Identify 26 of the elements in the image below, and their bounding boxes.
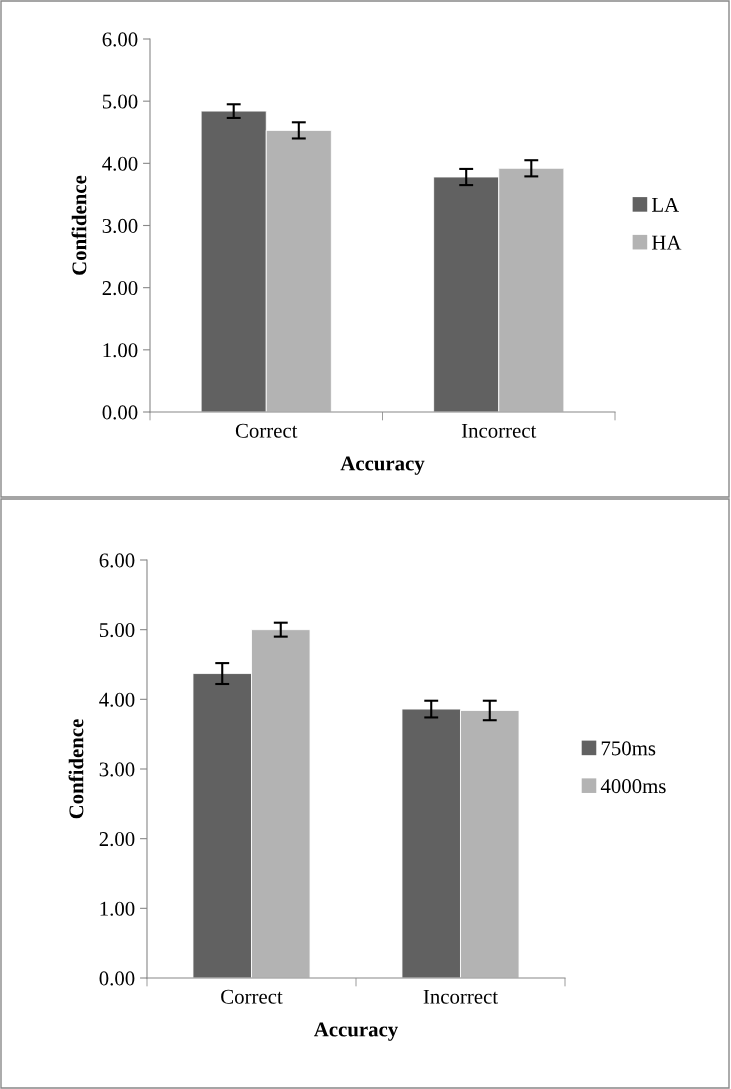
y-axis-title: Confidence [71,175,87,275]
y-tick-label: 3.00 [102,218,138,234]
y-tick-label: 4.00 [99,692,135,707]
y-tick-label: 0.00 [102,405,138,420]
y-tick-label: 2.00 [102,281,138,296]
x-tick-label: Incorrect [461,423,537,438]
y-tick-label: 0.00 [99,971,135,986]
legend-label: HA [651,235,682,250]
legend-label: 750ms [601,741,656,756]
x-tick-label: Correct [221,989,283,1004]
y-tick-label: 2.00 [99,832,135,847]
y-tick-label: 1.00 [100,901,135,916]
y-tick-label: 6.00 [102,32,138,47]
y-tick-label: 3.00 [99,762,135,777]
x-tick-label: Correct [235,423,298,438]
x-axis-title: Accuracy [340,456,425,475]
x-axis-title: Accuracy [313,1022,399,1041]
legend-label: 4000ms [600,779,666,794]
y-tick-label: 5.00 [102,94,138,109]
legend-label: LA [651,197,679,212]
y-tick-label: 6.00 [99,553,135,568]
y-tick-label: 4.00 [102,156,138,171]
y-axis-title: Confidence [68,719,84,819]
y-tick-label: 5.00 [99,623,135,638]
y-tick-label: 1.00 [103,343,138,358]
x-tick-label: Incorrect [423,989,498,1004]
